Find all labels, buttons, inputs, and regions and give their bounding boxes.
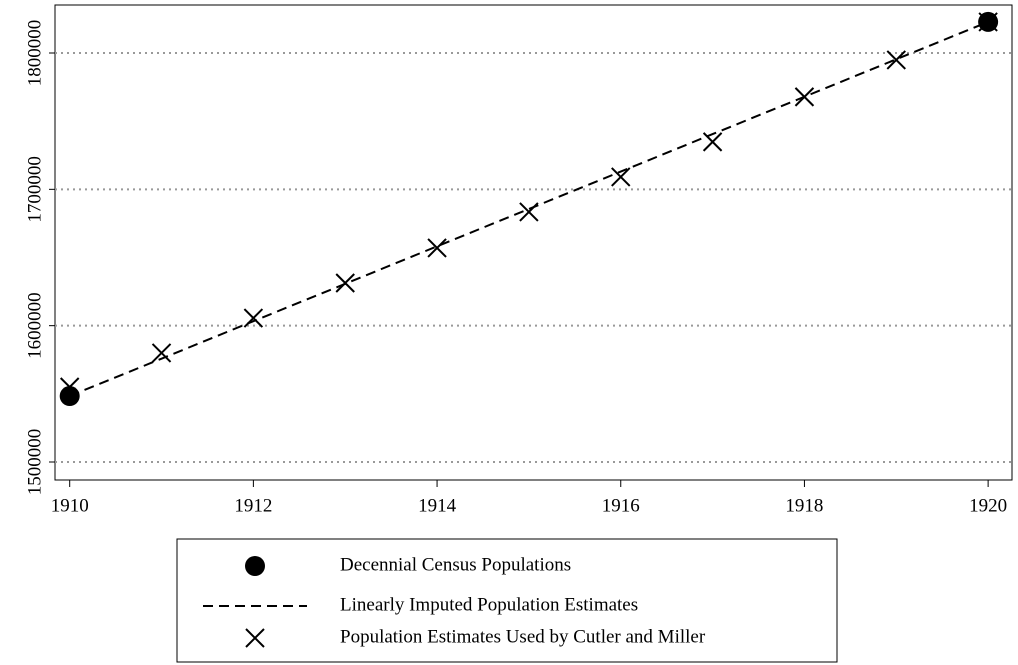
point bbox=[886, 50, 906, 70]
point bbox=[519, 202, 539, 222]
x-tick-label: 1912 bbox=[234, 495, 272, 516]
y-tick-label: 1500000 bbox=[24, 429, 45, 496]
legend-swatch bbox=[245, 556, 265, 576]
point bbox=[427, 238, 447, 258]
legend-box bbox=[176, 538, 838, 663]
point bbox=[702, 132, 723, 152]
y-tick-label: 1700000 bbox=[24, 156, 45, 223]
x-tick-label: 1910 bbox=[51, 495, 89, 516]
x-tick-label: 1918 bbox=[785, 495, 823, 516]
legend-label: Population Estimates Used by Cutler and … bbox=[340, 626, 706, 647]
y-tick-label: 1600000 bbox=[24, 292, 45, 359]
point bbox=[978, 12, 998, 32]
point bbox=[611, 167, 631, 187]
x-tick-label: 1920 bbox=[969, 495, 1007, 516]
series-line bbox=[69, 20, 989, 397]
point bbox=[151, 343, 172, 363]
point bbox=[59, 377, 80, 397]
legend-label: Decennial Census Populations bbox=[340, 554, 571, 575]
legend-label: Linearly Imputed Population Estimates bbox=[340, 594, 638, 615]
plot-frame bbox=[54, 4, 1013, 481]
point bbox=[243, 308, 264, 328]
legend-swatch bbox=[245, 628, 265, 648]
x-tick-label: 1914 bbox=[418, 495, 457, 516]
point bbox=[335, 273, 355, 293]
y-tick-label: 1800000 bbox=[24, 20, 45, 87]
x-tick-label: 1916 bbox=[602, 495, 640, 516]
point bbox=[794, 87, 815, 107]
